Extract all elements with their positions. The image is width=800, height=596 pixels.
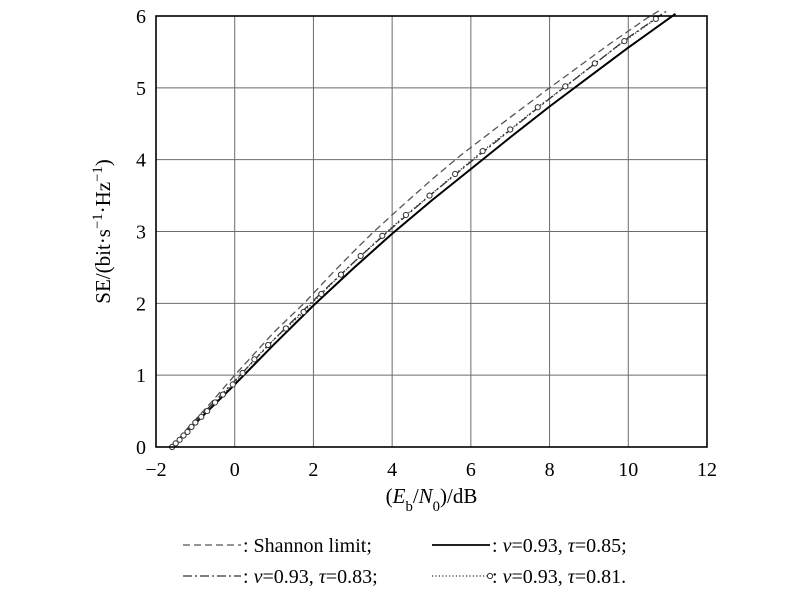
x-tick-label: 6 [466, 459, 476, 481]
series-4-marker [192, 419, 199, 426]
series-4-marker [534, 104, 541, 111]
series-4-marker [479, 147, 486, 155]
y-tick-label: 1 [136, 365, 146, 387]
series-line-1 [171, 9, 661, 448]
x-tick-label: −2 [145, 459, 166, 481]
y-tick-label: 0 [136, 437, 146, 459]
y-axis-label: SE/(bit·s−1·Hz−1) [90, 159, 115, 303]
series-4-marker [562, 83, 569, 90]
legend-label-1: : Shannon limit; [243, 535, 372, 557]
series-4-marker [219, 391, 227, 398]
legend-marker-4 [486, 572, 494, 580]
x-tick-label: 0 [230, 459, 240, 481]
x-tick-label: 2 [308, 459, 318, 481]
legend-entry-1: : Shannon limit; [183, 535, 372, 557]
legend-entry-2: : v=0.93, τ=0.85; [432, 535, 627, 557]
series-4-marker [379, 232, 386, 239]
series-4-marker [184, 428, 191, 436]
series-4-marker [176, 436, 183, 443]
x-tick-label: 8 [545, 459, 555, 481]
x-axis-label: (Eb/N0)/dB [386, 484, 478, 515]
series-4-marker [300, 308, 307, 316]
series-4-marker [251, 356, 258, 363]
plot-frame [155, 15, 708, 448]
series-4-marker [282, 325, 289, 332]
series-4-marker [357, 252, 364, 260]
series-4-marker [265, 341, 272, 349]
series-4-marker [621, 38, 628, 45]
series-4-marker [204, 407, 211, 415]
series-4-marker [198, 413, 205, 420]
series-line-3 [171, 9, 668, 448]
series-layer [169, 9, 677, 451]
series-4-marker [591, 60, 598, 67]
series-line-2 [171, 12, 677, 448]
series-4-marker [452, 170, 459, 178]
legend-entry-3: : v=0.93, τ=0.83; [183, 566, 378, 588]
y-tick-label: 5 [136, 78, 146, 100]
series-4-marker [426, 192, 433, 199]
series-4-marker [211, 399, 219, 406]
series-4-marker [180, 432, 187, 439]
series-4-marker [188, 423, 195, 430]
series-4-marker [172, 440, 179, 447]
series-4-marker [318, 290, 325, 298]
y-tick-label: 3 [136, 222, 146, 244]
series-4-marker [507, 126, 514, 133]
series-4-marker [239, 369, 246, 377]
legend-label-2: : v=0.93, τ=0.85; [492, 535, 627, 557]
series-4-marker [402, 211, 410, 219]
legend: : Shannon limit; : v=0.93, τ=0.85; : v=0.9… [183, 535, 627, 588]
y-tick-label: 4 [136, 150, 146, 172]
y-tick-label: 6 [136, 6, 146, 28]
grid [156, 16, 707, 447]
x-tick-label: 12 [697, 459, 717, 481]
y-tick-label: 2 [136, 293, 146, 315]
series-4-marker [652, 15, 659, 22]
series-line-4 [171, 18, 657, 448]
x-tick-label: 4 [387, 459, 397, 481]
legend-entry-4: : v=0.93, τ=0.81. [432, 566, 626, 588]
series-4-marker [337, 271, 345, 278]
x-tick-label: 10 [618, 459, 638, 481]
legend-label-3: : v=0.93, τ=0.83; [243, 566, 378, 588]
series-4-marker [229, 381, 236, 388]
legend-label-4: : v=0.93, τ=0.81. [492, 566, 626, 588]
